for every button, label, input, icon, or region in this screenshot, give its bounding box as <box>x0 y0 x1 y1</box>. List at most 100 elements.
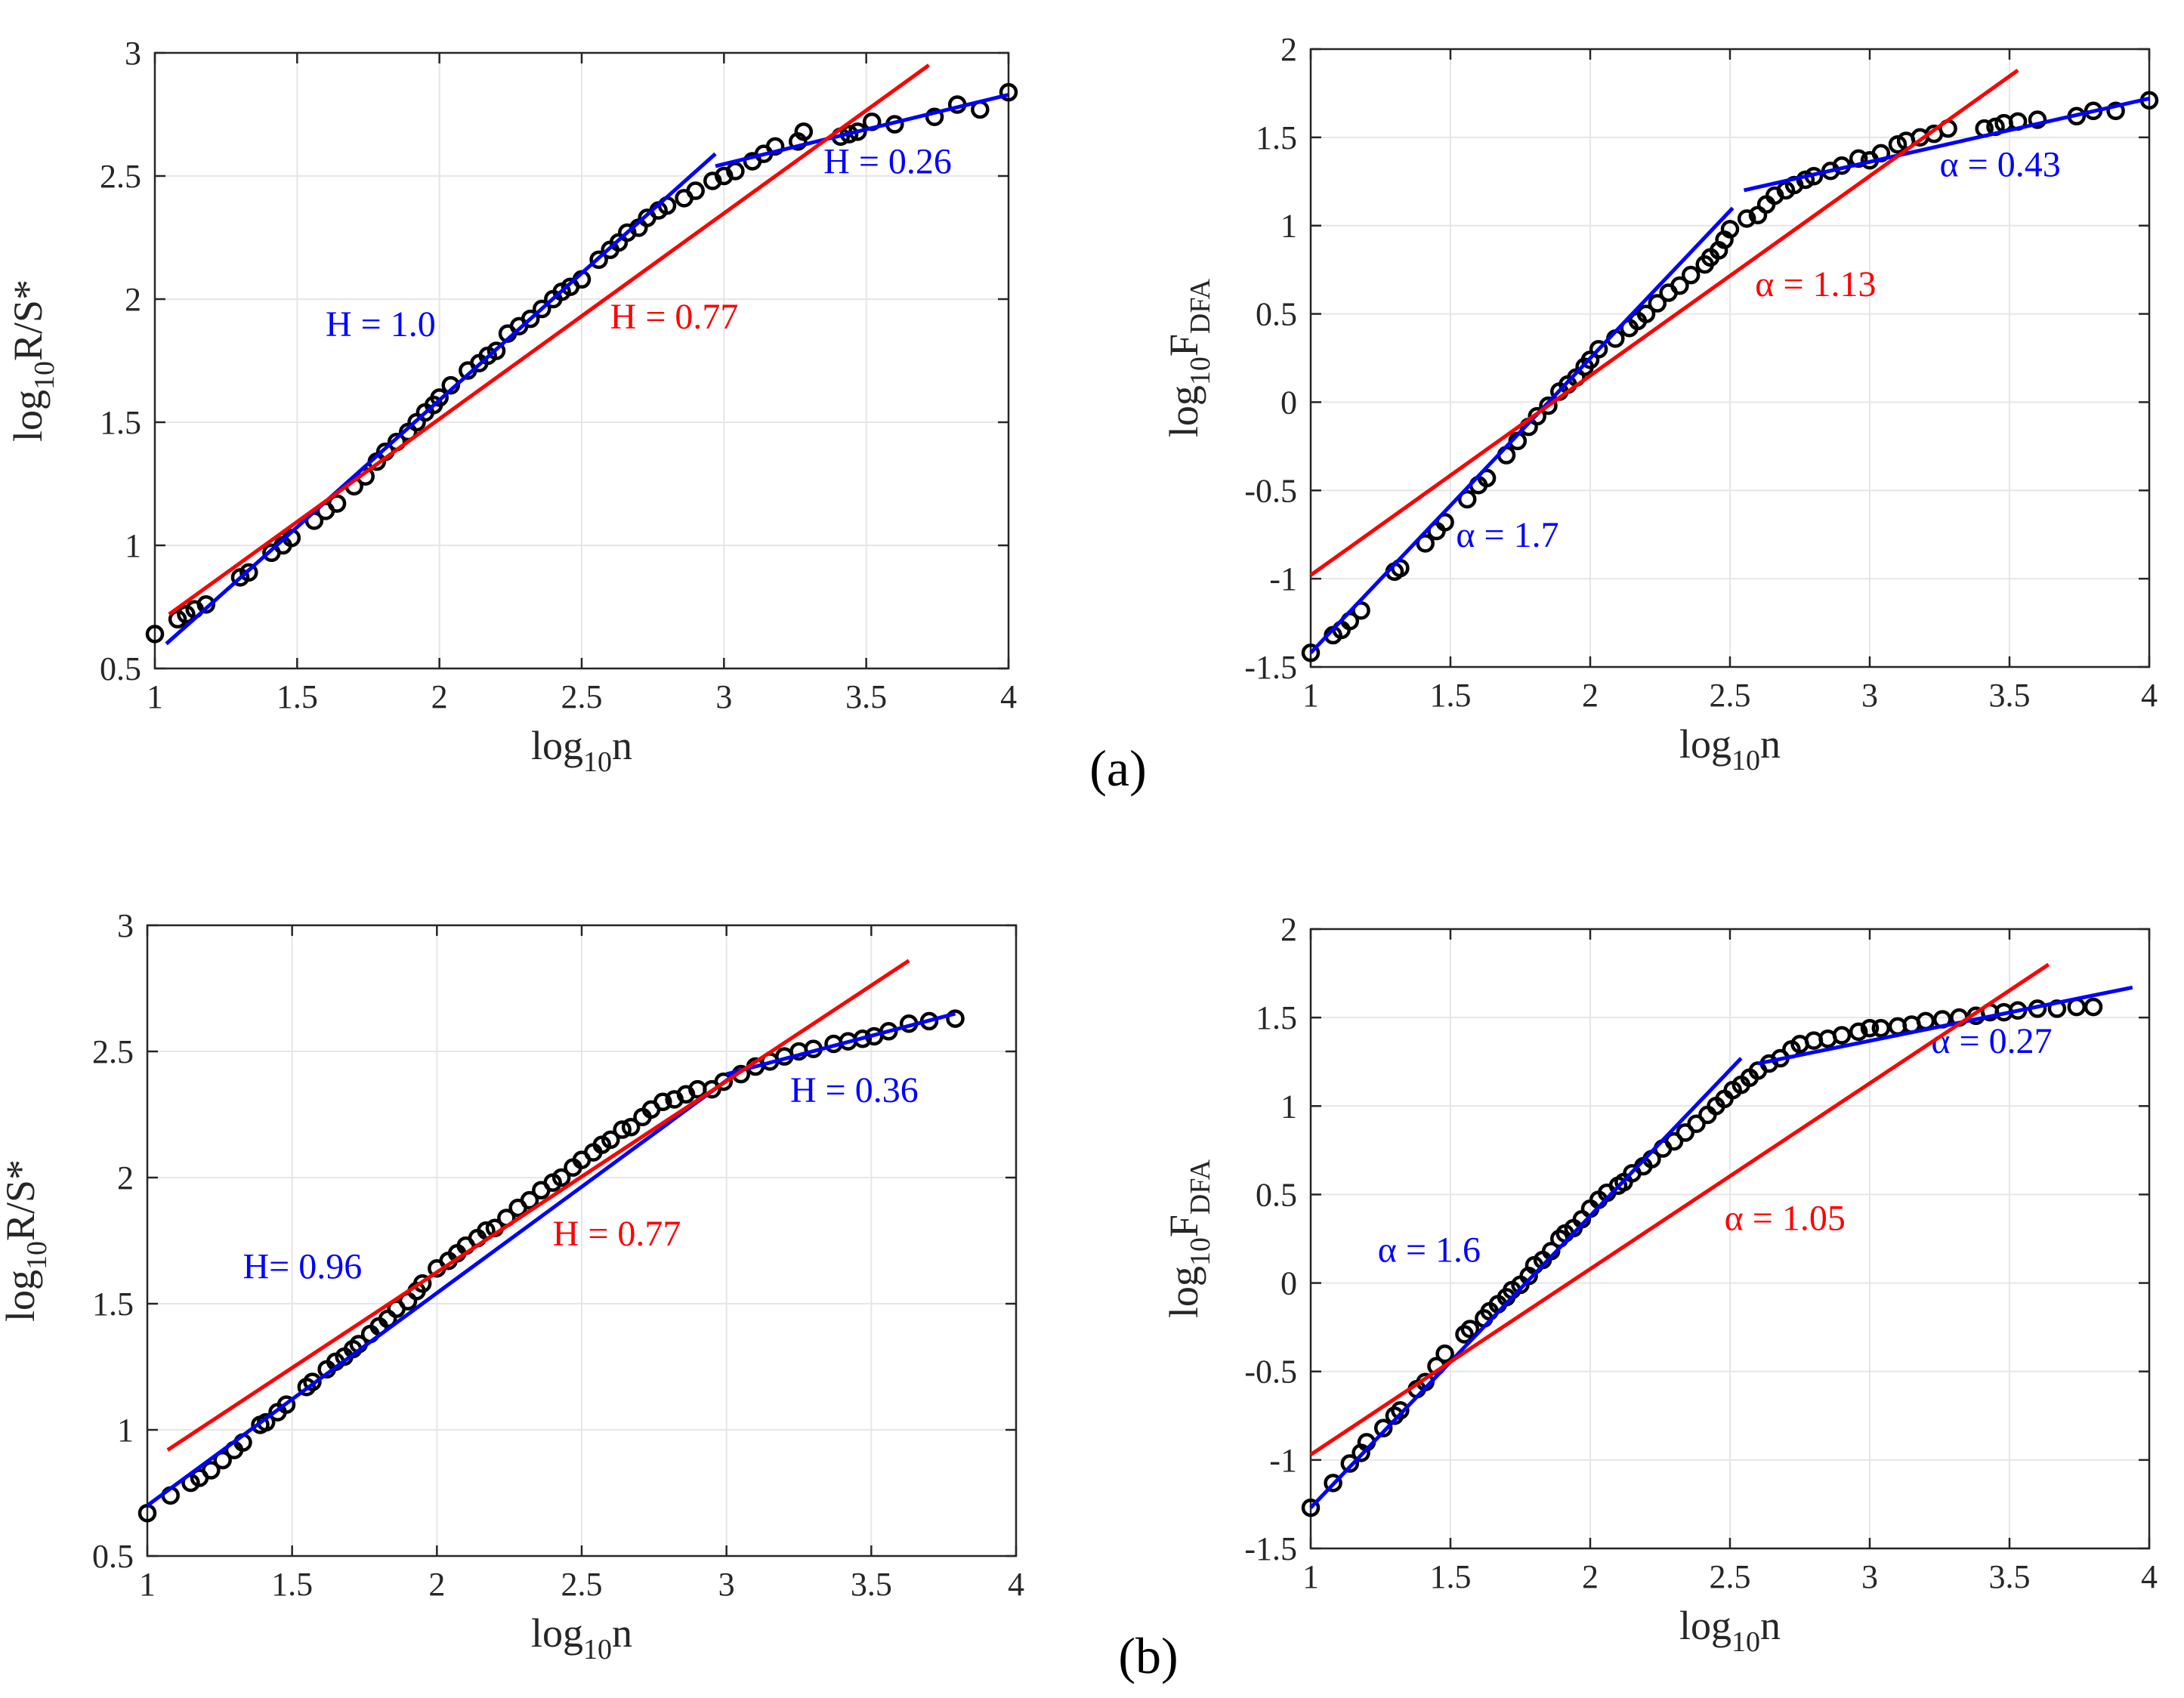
data-point <box>1737 209 1756 228</box>
y-tick-label: 1 <box>1280 208 1297 245</box>
x-tick-label: 4 <box>2141 1558 2158 1595</box>
y-tick-label: 0 <box>1280 1265 1297 1302</box>
y-tick-label: -0.5 <box>1244 472 1297 509</box>
chart-panel-1: 1 1.5 2 2.5 3 3.5 4 -1.5 -1 -0.5 0 0.5 1 1.5 2 log10n lo… <box>1161 31 2159 776</box>
chart-panel-3: 1 1.5 2 2.5 3 3.5 4 -1.5 -1 -0.5 0 0.5 1 1.5 2 log10n lo… <box>1161 911 2158 1658</box>
data-point <box>726 162 745 181</box>
data-point <box>239 563 258 582</box>
fit-annotation: α = 1.13 <box>1755 264 1876 304</box>
data-point <box>1832 1026 1852 1045</box>
data-point <box>145 625 165 644</box>
y-axis-label: log10FDFA <box>1161 278 1216 437</box>
x-tick-label: 1.5 <box>1430 1558 1472 1595</box>
data-point <box>196 594 216 614</box>
data-point <box>1435 513 1454 532</box>
x-tick-label: 1 <box>1302 1558 1319 1595</box>
y-axis-label: log10R/S* <box>0 1159 53 1322</box>
data-point <box>2084 997 2103 1017</box>
x-tick-label: 1 <box>139 1566 156 1603</box>
data-point <box>1416 534 1435 553</box>
data-point <box>1457 489 1477 509</box>
y-tick-label: 3 <box>125 35 141 72</box>
data-point <box>487 341 506 360</box>
x-tick-label: 1.5 <box>276 678 318 715</box>
y-tick-label: -1 <box>1269 1442 1297 1479</box>
local-fit-line <box>146 1073 737 1508</box>
y-tick-label: 0.5 <box>1256 296 1297 333</box>
data-point <box>613 1120 632 1139</box>
y-tick-label: 2 <box>125 281 141 318</box>
x-tick-label: 2 <box>431 678 448 715</box>
y-tick-label: 2 <box>1280 31 1297 68</box>
x-tick-label: 2 <box>1582 677 1599 714</box>
x-tick-label: 2.5 <box>1710 677 1751 714</box>
y-tick-label: 1.5 <box>1256 119 1297 156</box>
data-point <box>1648 294 1667 313</box>
x-tick-label: 1 <box>147 678 163 715</box>
data-point <box>2028 110 2047 129</box>
data-point <box>1681 265 1701 285</box>
x-tick-label: 2 <box>1582 1558 1599 1595</box>
data-point <box>1301 1498 1321 1517</box>
y-tick-label: 0.5 <box>1256 1176 1297 1213</box>
data-point <box>1373 1419 1393 1437</box>
global-fit-line <box>168 63 930 616</box>
data-point <box>714 1072 734 1091</box>
y-tick-label: 1.5 <box>1256 999 1297 1036</box>
x-tick-label: 2.5 <box>561 678 603 715</box>
y-tick-label: -1.5 <box>1244 1530 1297 1567</box>
y-tick-label: -1.5 <box>1244 649 1297 686</box>
data-point <box>202 1461 221 1480</box>
y-tick-label: -1 <box>1269 560 1297 597</box>
x-tick-label: 1 <box>1302 677 1319 714</box>
data-point <box>999 82 1018 102</box>
data-point <box>1435 1345 1454 1363</box>
data-point <box>1636 304 1656 323</box>
data-point <box>276 1395 296 1414</box>
data-point <box>412 1274 432 1293</box>
data-point <box>1664 1131 1684 1151</box>
local-fit-line <box>1743 97 2150 193</box>
x-tick-label: 3 <box>1861 677 1878 714</box>
x-tick-label: 4 <box>2141 677 2158 714</box>
fit-annotation: H = 1.0 <box>326 304 436 344</box>
fit-annotation: α = 1.7 <box>1456 515 1558 555</box>
fit-annotation: α = 0.43 <box>1940 144 2061 184</box>
data-point <box>621 1117 641 1137</box>
y-tick-label: 0 <box>1280 384 1297 421</box>
data-point <box>1301 644 1321 662</box>
fit-annotation: α = 1.6 <box>1378 1230 1481 1270</box>
data-point <box>1340 1454 1360 1473</box>
data-point <box>653 1092 672 1112</box>
local-fit-line <box>1757 985 2133 1066</box>
data-point <box>1460 1320 1480 1338</box>
x-tick-label: 3 <box>718 1566 735 1603</box>
x-tick-label: 3.5 <box>845 678 887 715</box>
data-point <box>303 1372 322 1391</box>
data-point <box>1589 340 1608 359</box>
data-point <box>520 1190 539 1210</box>
y-tick-label: 1.5 <box>100 404 141 441</box>
fit-annotation: H = 0.77 <box>553 1214 681 1254</box>
y-tick-label: 0.5 <box>100 650 141 687</box>
data-point <box>2106 101 2125 121</box>
x-tick-label: 2.5 <box>561 1566 603 1603</box>
x-tick-label: 2.5 <box>1710 1558 1751 1595</box>
fit-annotation: H= 0.96 <box>243 1247 363 1287</box>
local-fit-line <box>1309 1057 1743 1509</box>
fit-annotation: α = 1.05 <box>1725 1198 1846 1238</box>
fit-annotation: H = 0.36 <box>790 1070 919 1110</box>
y-tick-label: 1 <box>117 1412 134 1449</box>
data-point <box>1888 134 1908 154</box>
data-point <box>686 181 705 200</box>
data-point <box>879 1022 898 1041</box>
x-tick-label: 4 <box>1008 1566 1024 1603</box>
chart-panel-2: 1 1.5 2 2.5 3 3.5 40.511.522.53log10nlog10R/S*… <box>0 907 1024 1666</box>
y-axis-label: log10FDFA <box>1161 1159 1216 1318</box>
data-point <box>1539 396 1558 415</box>
data-point <box>946 1009 965 1028</box>
data-point <box>1676 1123 1695 1142</box>
x-tick-label: 3 <box>715 678 732 715</box>
y-tick-label: 2.5 <box>100 158 141 195</box>
